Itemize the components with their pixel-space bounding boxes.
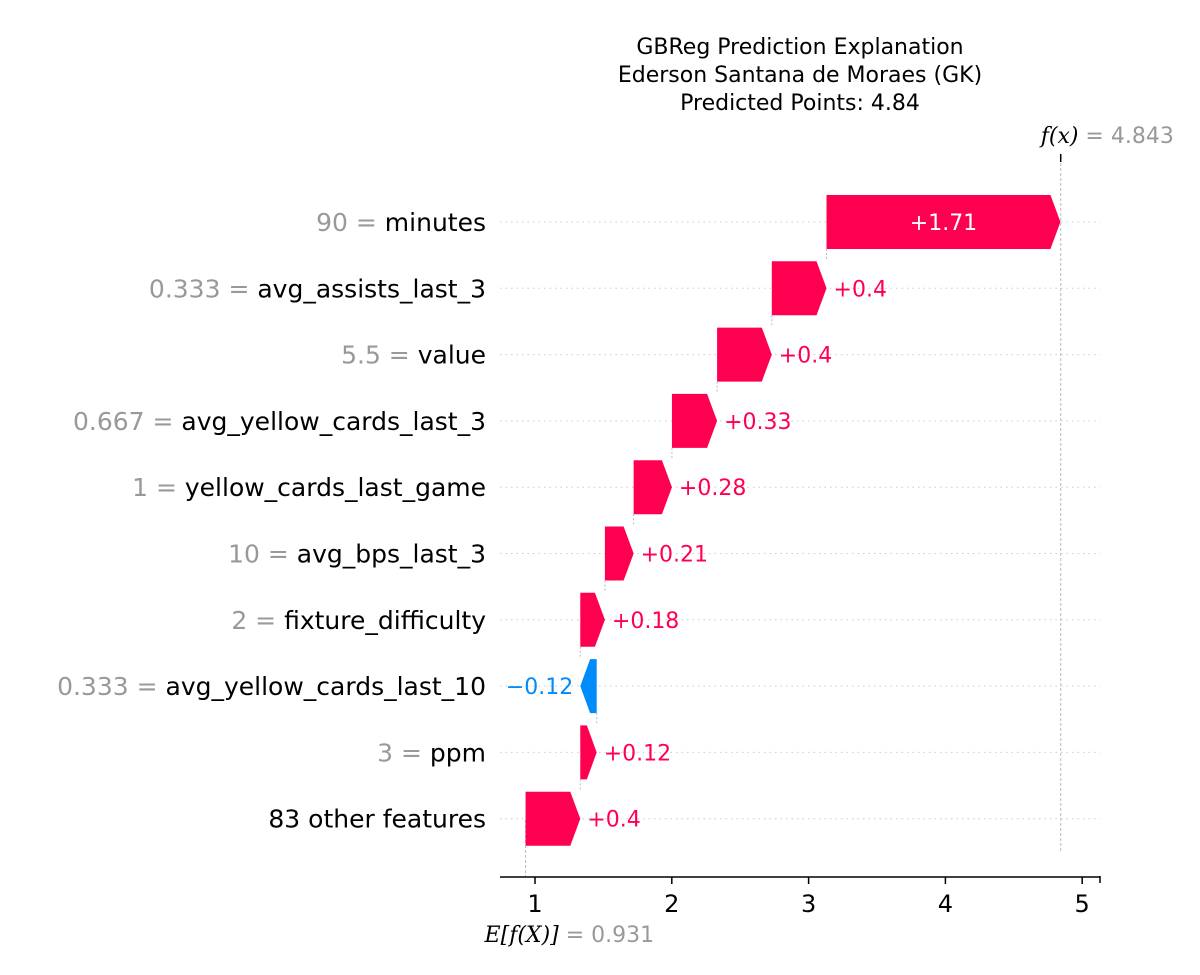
feature-value: 5.5 = xyxy=(341,341,418,370)
feature-label: 0.333 = avg_yellow_cards_last_10 xyxy=(57,672,486,701)
reference-lines xyxy=(525,158,1062,877)
output-annotation: f(x) = 4.843 xyxy=(1039,124,1174,149)
feature-name: avg_yellow_cards_last_10 xyxy=(166,672,487,701)
contribution-label: +0.4 xyxy=(587,808,640,833)
feature-name: yellow_cards_last_game xyxy=(185,473,486,502)
contribution-bar xyxy=(525,791,581,846)
contribution-bar xyxy=(604,526,634,581)
contribution-label: +1.71 xyxy=(910,211,977,236)
feature-name: fixture_difficulty xyxy=(284,606,486,635)
x-tick-label: 3 xyxy=(801,890,816,918)
feature-value: 0.667 = xyxy=(73,407,181,436)
output-label: f(x) xyxy=(1039,124,1079,149)
feature-name: value xyxy=(418,341,486,370)
feature-name: avg_bps_last_3 xyxy=(297,540,486,569)
chart-title: GBReg Prediction Explanation Ederson San… xyxy=(618,35,982,116)
contribution-label: +0.4 xyxy=(779,344,832,369)
feature-label: 3 = ppm xyxy=(377,738,486,767)
contribution-label: +0.28 xyxy=(679,476,746,501)
output-value: = 4.843 xyxy=(1078,124,1173,149)
x-tick-label: 1 xyxy=(527,890,542,918)
feature-value: 2 = xyxy=(231,606,284,635)
contribution-bar xyxy=(633,460,672,515)
feature-label: 1 = yellow_cards_last_game xyxy=(132,473,486,502)
contribution-bar xyxy=(580,592,605,647)
feature-label: 0.333 = avg_assists_last_3 xyxy=(149,274,486,303)
feature-name: minutes xyxy=(385,208,486,237)
base-value: = 0.931 xyxy=(559,923,654,948)
feature-value: 0.333 = xyxy=(57,672,165,701)
feature-value: 0.333 = xyxy=(149,274,257,303)
feature-label: 90 = minutes xyxy=(316,208,486,237)
title-line-3: Predicted Points: 4.84 xyxy=(680,91,920,116)
feature-name: ppm xyxy=(430,738,486,767)
feature-label: 83 other features xyxy=(268,805,486,834)
x-tick-label: 2 xyxy=(664,890,679,918)
feature-value: 10 = xyxy=(228,540,297,569)
contribution-bar xyxy=(717,327,772,382)
contribution-bar xyxy=(580,725,597,780)
contribution-label: +0.33 xyxy=(724,410,791,435)
feature-labels: 90 = minutes 0.333 = avg_assists_last_3 5.… xyxy=(57,208,486,834)
feature-name: avg_yellow_cards_last_3 xyxy=(181,407,486,436)
feature-label: 10 = avg_bps_last_3 xyxy=(228,540,486,569)
feature-label: 0.667 = avg_yellow_cards_last_3 xyxy=(73,407,486,436)
contribution-bar xyxy=(771,261,827,316)
feature-label: 2 = fixture_difficulty xyxy=(231,606,486,635)
contribution-bar xyxy=(826,195,1061,249)
feature-name: avg_assists_last_3 xyxy=(257,274,486,303)
feature-value: 90 = xyxy=(316,208,385,237)
contribution-label: +0.12 xyxy=(604,741,671,766)
x-axis: 1 2 3 4 5 xyxy=(500,876,1101,918)
feature-name: 83 other features xyxy=(268,805,486,834)
contribution-label: +0.18 xyxy=(612,609,679,634)
contribution-label: +0.21 xyxy=(641,543,708,568)
contribution-bars: +1.71 +0.4 +0.4 +0.33 +0.28 +0.21 +0.18 −0.12 +0… xyxy=(506,195,1061,846)
feature-value: 3 = xyxy=(377,738,430,767)
feature-value: 1 = xyxy=(132,473,185,502)
value-annotations: f(x) = 4.843 E[f(X)] = 0.931 xyxy=(484,124,1174,948)
title-line-2: Ederson Santana de Moraes (GK) xyxy=(618,63,982,88)
contribution-label: +0.4 xyxy=(834,277,887,302)
x-tick-label: 5 xyxy=(1075,890,1090,918)
contribution-bar xyxy=(580,659,597,714)
title-line-1: GBReg Prediction Explanation xyxy=(636,35,963,60)
contribution-bar xyxy=(671,393,718,448)
contribution-label: −0.12 xyxy=(506,675,573,700)
base-annotation: E[f(X)] = 0.931 xyxy=(484,923,655,948)
feature-label: 5.5 = value xyxy=(341,341,486,370)
x-tick-label: 4 xyxy=(938,890,953,918)
base-label: E[f(X)] xyxy=(484,923,560,948)
